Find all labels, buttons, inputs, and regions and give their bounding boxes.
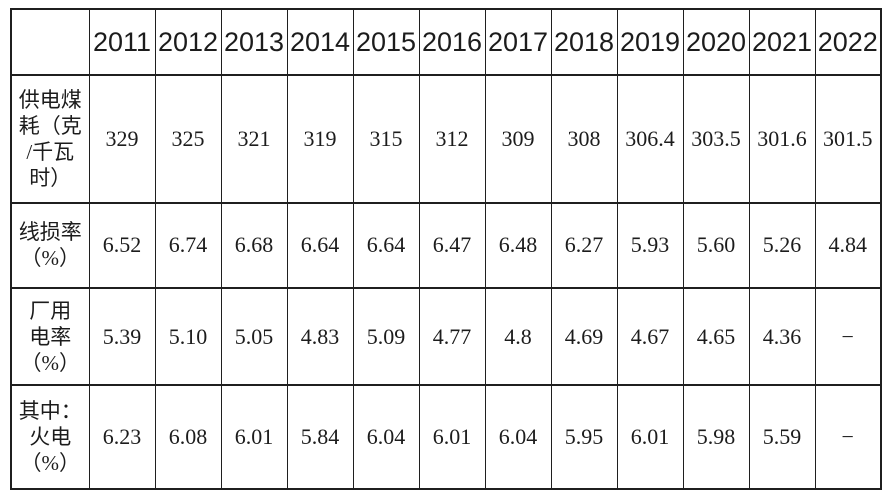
table-row-thermal-power: 其中： 火电 （%） 6.23 6.08 6.01 5.84 6.04 6.01… xyxy=(10,384,882,490)
table-cell: 6.23 xyxy=(88,384,156,490)
table-cell: 329 xyxy=(88,74,156,204)
year-header-2019: 2019 xyxy=(616,8,684,76)
table-cell: 312 xyxy=(418,74,486,204)
table-cell: 6.64 xyxy=(286,201,354,290)
table-row-plant-power-rate: 厂用 电率 （%） 5.39 5.10 5.05 4.83 5.09 4.77 … xyxy=(10,287,882,387)
year-header-2021: 2021 xyxy=(748,8,816,76)
table-cell: 5.39 xyxy=(88,287,156,387)
table-cell: 5.09 xyxy=(352,287,420,387)
table-cell: 6.52 xyxy=(88,201,156,290)
table-cell: 5.60 xyxy=(682,201,750,290)
table-cell: 5.05 xyxy=(220,287,288,387)
table-cell: 4.83 xyxy=(286,287,354,387)
table-cell: 5.26 xyxy=(748,201,816,290)
table-cell: 6.04 xyxy=(484,384,552,490)
table-cell: 6.27 xyxy=(550,201,618,290)
table-cell: 306.4 xyxy=(616,74,684,204)
table-cell: 4.84 xyxy=(814,201,882,290)
table-cell: 4.36 xyxy=(748,287,816,387)
row-label-line-loss-rate: 线损率 （%） xyxy=(10,201,90,290)
table-cell: 6.48 xyxy=(484,201,552,290)
table-cell: 5.10 xyxy=(154,287,222,387)
row-label-thermal-power: 其中： 火电 （%） xyxy=(10,384,90,490)
table-cell: 301.6 xyxy=(748,74,816,204)
table-cell: 321 xyxy=(220,74,288,204)
table-cell: 6.74 xyxy=(154,201,222,290)
table-cell: 5.93 xyxy=(616,201,684,290)
year-header-2016: 2016 xyxy=(418,8,486,76)
table-cell: 4.65 xyxy=(682,287,750,387)
table-cell: 6.04 xyxy=(352,384,420,490)
table-cell: 301.5 xyxy=(814,74,882,204)
year-header-2017: 2017 xyxy=(484,8,552,76)
table-cell: 309 xyxy=(484,74,552,204)
energy-statistics-table: 2011 2012 2013 2014 2015 2016 2017 2018 … xyxy=(10,8,882,490)
table-cell: 6.47 xyxy=(418,201,486,290)
table-cell: 303.5 xyxy=(682,74,750,204)
table-cell: 5.84 xyxy=(286,384,354,490)
table-cell: 6.68 xyxy=(220,201,288,290)
table-row-coal-consumption: 供电煤 耗（克 /千瓦 时） 329 325 321 319 315 312 3… xyxy=(10,74,882,204)
year-header-2020: 2020 xyxy=(682,8,750,76)
row-label-plant-power-rate: 厂用 电率 （%） xyxy=(10,287,90,387)
table-cell: 6.01 xyxy=(418,384,486,490)
year-header-2012: 2012 xyxy=(154,8,222,76)
table-cell: 5.59 xyxy=(748,384,816,490)
table-cell: 4.69 xyxy=(550,287,618,387)
year-header-2011: 2011 xyxy=(88,8,156,76)
table-cell: − xyxy=(814,384,882,490)
corner-cell xyxy=(10,8,90,76)
table-cell: 6.01 xyxy=(220,384,288,490)
year-header-2018: 2018 xyxy=(550,8,618,76)
year-header-2022: 2022 xyxy=(814,8,882,76)
table-cell: 319 xyxy=(286,74,354,204)
table-row-line-loss-rate: 线损率 （%） 6.52 6.74 6.68 6.64 6.64 6.47 6.… xyxy=(10,201,882,290)
table-cell: 325 xyxy=(154,74,222,204)
table-cell: 308 xyxy=(550,74,618,204)
year-header-2014: 2014 xyxy=(286,8,354,76)
year-header-2013: 2013 xyxy=(220,8,288,76)
table-cell: 5.95 xyxy=(550,384,618,490)
table-cell: 6.01 xyxy=(616,384,684,490)
table-cell: 315 xyxy=(352,74,420,204)
table-cell: 4.77 xyxy=(418,287,486,387)
row-label-coal-consumption: 供电煤 耗（克 /千瓦 时） xyxy=(10,74,90,204)
table-cell: 6.08 xyxy=(154,384,222,490)
year-header-2015: 2015 xyxy=(352,8,420,76)
table-cell: 4.67 xyxy=(616,287,684,387)
table-cell: 5.98 xyxy=(682,384,750,490)
table-cell: − xyxy=(814,287,882,387)
table-cell: 6.64 xyxy=(352,201,420,290)
table-header-row: 2011 2012 2013 2014 2015 2016 2017 2018 … xyxy=(10,8,882,76)
table-cell: 4.8 xyxy=(484,287,552,387)
